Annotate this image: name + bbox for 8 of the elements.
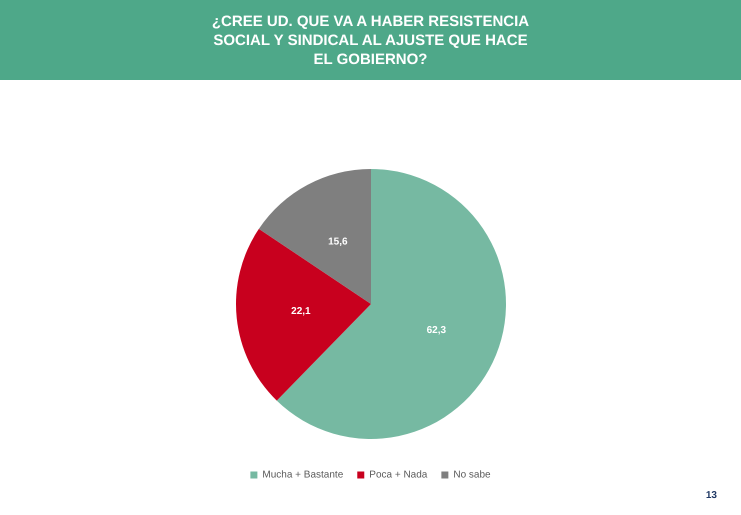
text: 13 [706,490,717,501]
data-label: 15,6 [328,236,348,248]
legend-label: Mucha + Bastante [262,470,344,480]
chart-title: ¿CREE UD. QUE VA A HABER RESISTENCIA SOCIAL Y SINDICAL AL AJUSTE QUE HACE EL GOBIERNO? [212,12,530,68]
legend-label: Poca + Nada [369,470,428,480]
data-label: 22,1 [291,306,312,317]
legend-label: No sabe [453,470,492,480]
data-label: 62,3 [426,325,446,336]
